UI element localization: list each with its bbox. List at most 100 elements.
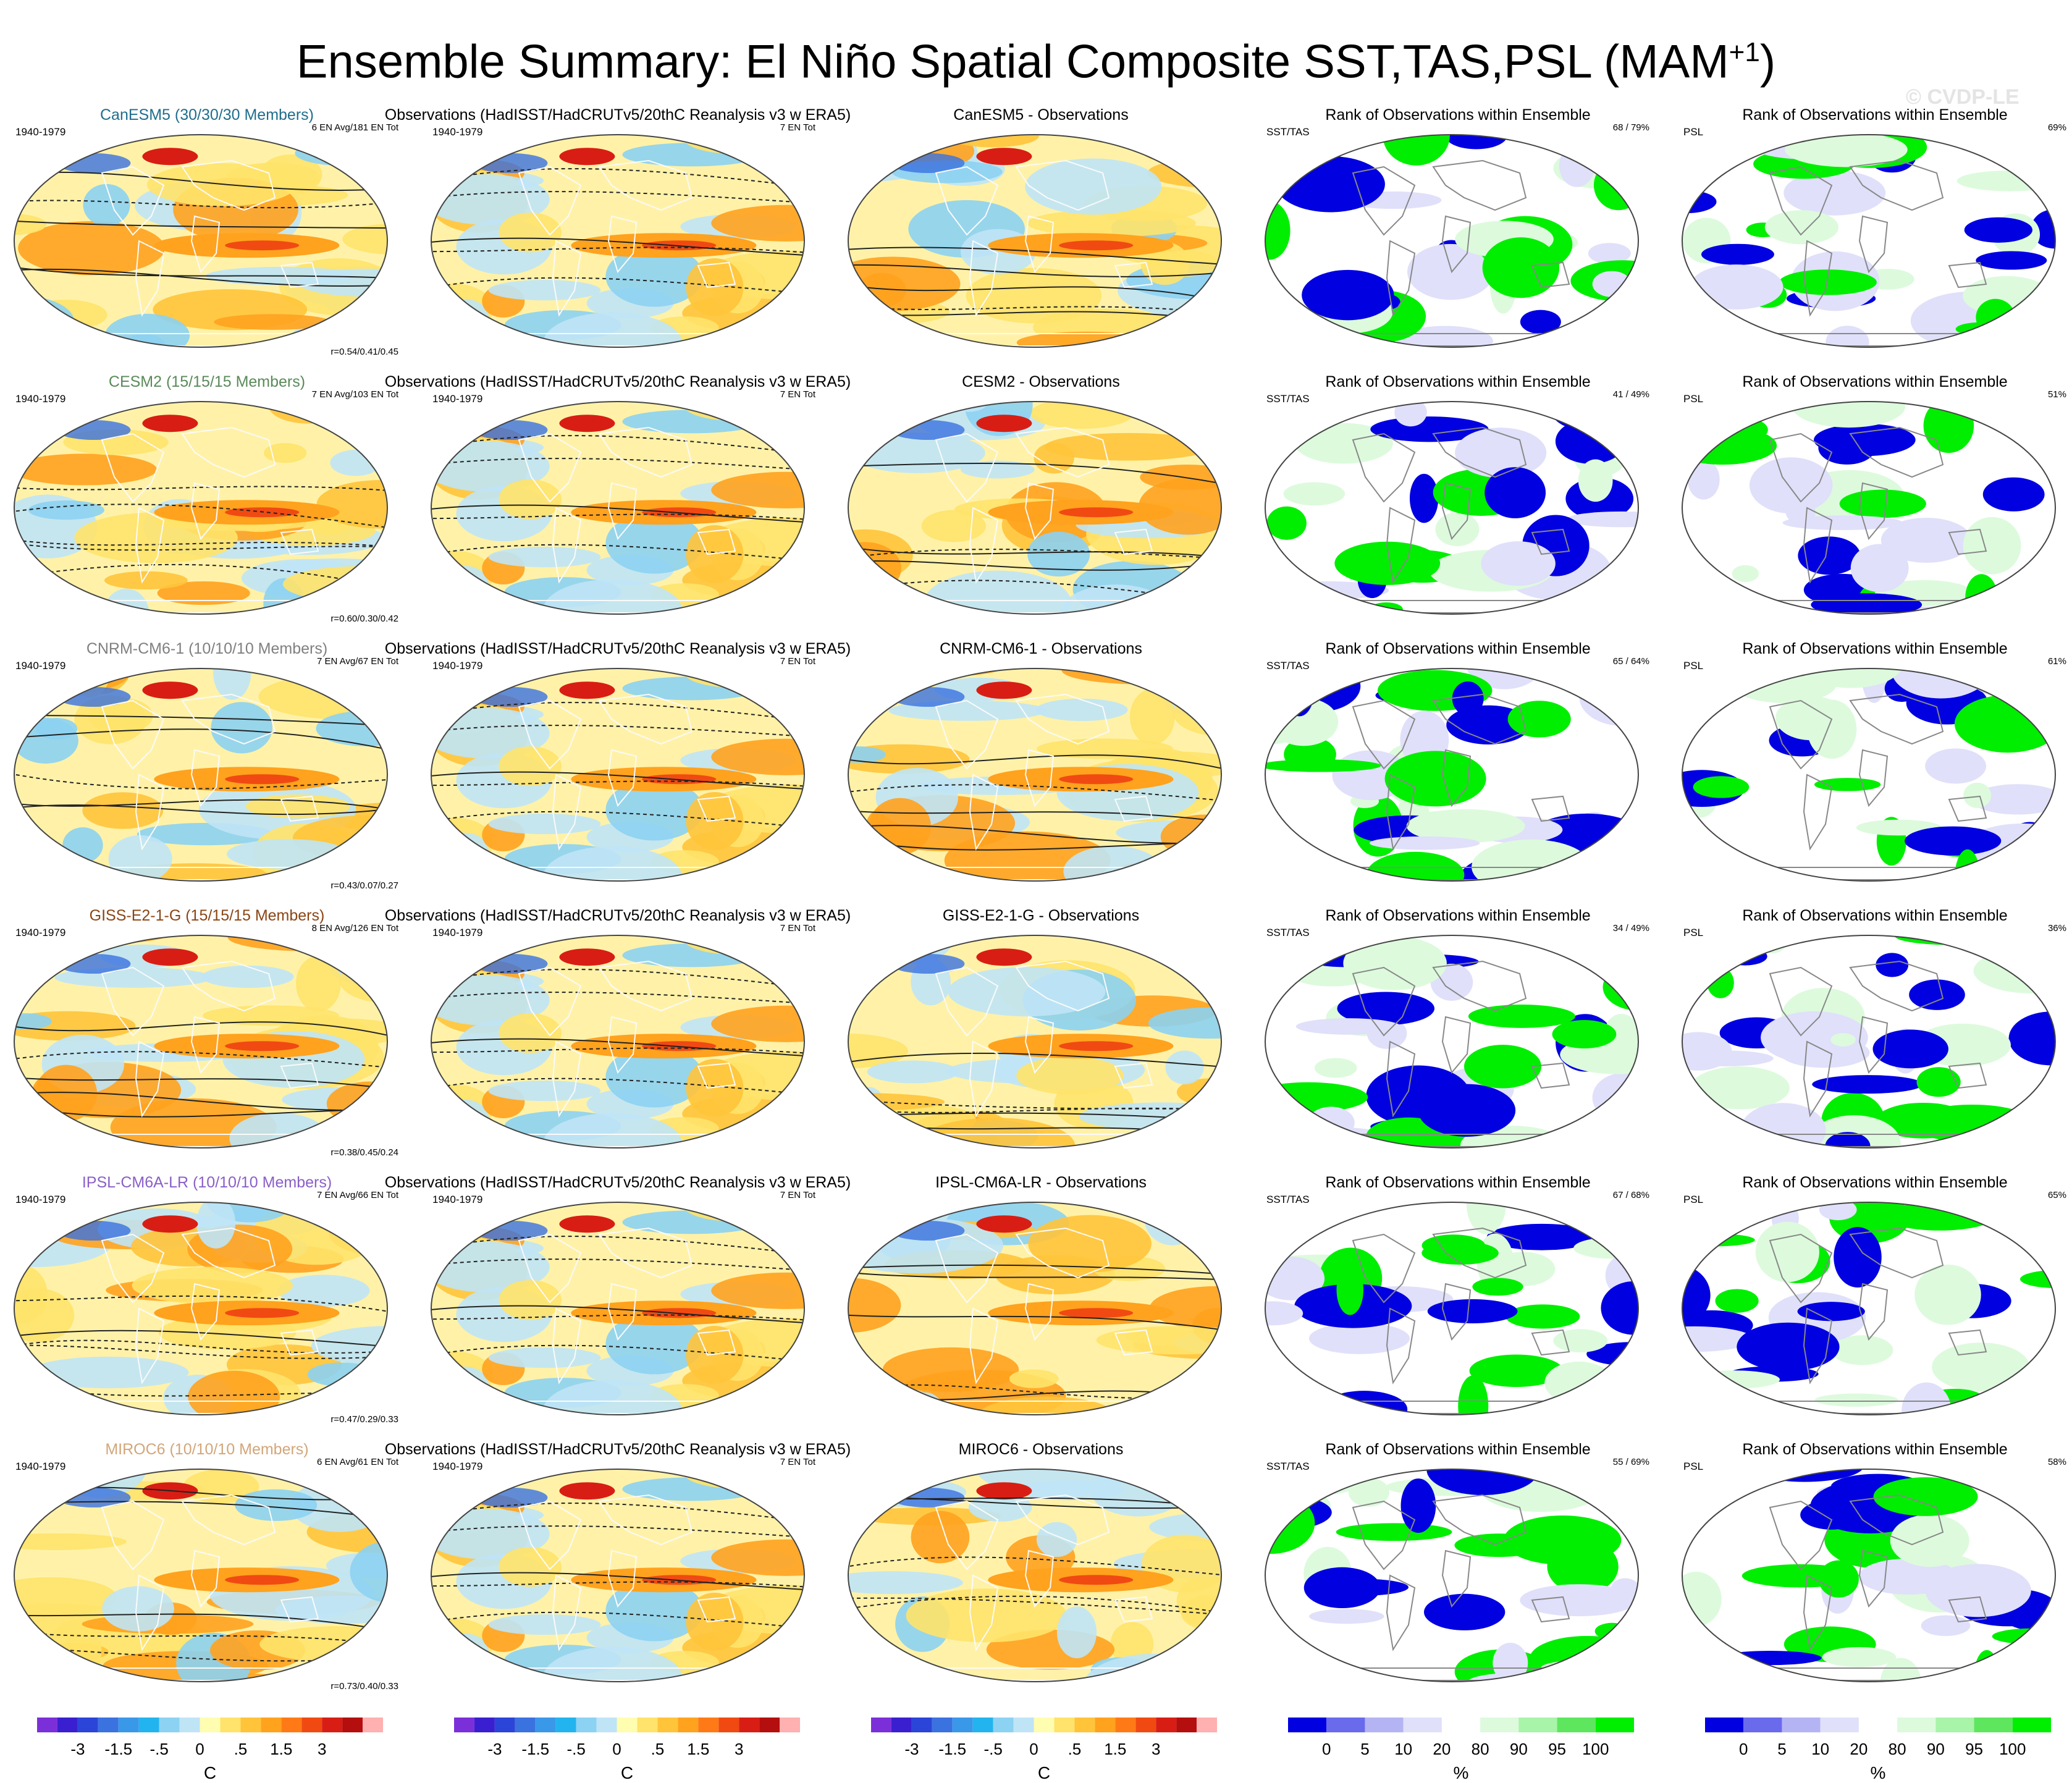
colorbar-swatch xyxy=(780,1718,800,1732)
rank-sst-label: SST/TAS xyxy=(1266,393,1310,405)
period-label: 1940-1979 xyxy=(432,393,483,405)
model-title: IPSL-CM6A-LR (10/10/10 Members) xyxy=(82,1174,332,1191)
colorbar-swatch xyxy=(138,1718,159,1732)
difference-title: MIROC6 - Observations xyxy=(958,1441,1124,1458)
colorbar-tick-label: 10 xyxy=(1394,1740,1413,1758)
colorbar-swatch xyxy=(342,1718,363,1732)
period-label: 1940-1979 xyxy=(15,1461,66,1472)
obs-en-count: 7 EN Tot xyxy=(780,1457,815,1467)
temp-map xyxy=(431,1469,805,1682)
rank-psl-label: PSL xyxy=(1683,1461,1704,1472)
colorbar-tick-label: -.5 xyxy=(150,1740,169,1758)
rank-title: Rank of Observations within Ensemble xyxy=(1742,106,2008,124)
model-panel: IPSL-CM6A-LR (10/10/10 Members) 1940-1979… xyxy=(9,1168,405,1433)
rank-psl-panel: Rank of Observations within Ensemble PSL 5… xyxy=(1677,1435,2072,1700)
colorbar-tick-label: -3 xyxy=(487,1740,502,1758)
colorbar-tick-label: 5 xyxy=(1360,1740,1370,1758)
colorbar-swatch xyxy=(281,1718,302,1732)
rank-sst-panel: Rank of Observations within Ensemble SST/… xyxy=(1260,1435,1656,1700)
rank-sst-panel: Rank of Observations within Ensemble SST/… xyxy=(1260,901,1656,1166)
colorbar-swatch xyxy=(596,1718,617,1732)
colorbar-swatch xyxy=(1326,1718,1365,1732)
colorbar-swatch xyxy=(576,1718,597,1732)
pattern-correlation: r=0.43/0.07/0.27 xyxy=(331,880,398,891)
rank-map xyxy=(1682,668,2056,882)
colorbar-tick-label: 20 xyxy=(1850,1740,1868,1758)
observations-panel: Observations (HadISST/HadCRUTv5/20thC Re… xyxy=(385,901,851,1166)
colorbar-tick-label: 1.5 xyxy=(1104,1740,1127,1758)
colorbar-tick-label: 100 xyxy=(1999,1740,2026,1758)
temp-map xyxy=(14,134,388,348)
rank-psl-label: PSL xyxy=(1683,393,1704,405)
colorbar-tick-label: 95 xyxy=(1548,1740,1567,1758)
colorbar-swatch xyxy=(1820,1718,1859,1732)
difference-panel: GISS-E2-1-G - Observations xyxy=(843,901,1239,1166)
observations-title: Observations (HadISST/HadCRUTv5/20thC Re… xyxy=(384,373,851,390)
difference-title: CESM2 - Observations xyxy=(962,373,1120,390)
rank-psl-percent: 69% xyxy=(2047,122,2066,133)
colorbar-tick-label: 1.5 xyxy=(687,1740,710,1758)
model-title: CanESM5 (30/30/30 Members) xyxy=(100,106,314,124)
difference-panel: CNRM-CM6-1 - Observations xyxy=(843,634,1239,900)
temp-map xyxy=(14,1202,388,1415)
pattern-correlation: r=0.47/0.29/0.33 xyxy=(331,1414,398,1425)
difference-panel: CESM2 - Observations xyxy=(843,367,1239,633)
colorbar-swatch xyxy=(1197,1718,1217,1732)
temp-map xyxy=(431,134,805,348)
temp-map xyxy=(848,1469,1222,1682)
colorbar-units: % xyxy=(1870,1763,1886,1782)
colorbar-swatch xyxy=(911,1718,932,1732)
observations-title: Observations (HadISST/HadCRUTv5/20thC Re… xyxy=(384,907,851,924)
colorbar-tick-label: 3 xyxy=(734,1740,744,1758)
colorbar-swatch xyxy=(240,1718,261,1732)
temp-map xyxy=(14,935,388,1149)
temp-map xyxy=(431,1202,805,1415)
model-panel: CESM2 (15/15/15 Members) 1940-1979 7 EN Av… xyxy=(9,367,405,633)
rank-psl-panel: Rank of Observations within Ensemble PSL 5… xyxy=(1677,367,2072,633)
rank-map xyxy=(1265,1202,1639,1415)
temp-map xyxy=(14,1469,388,1682)
colorbar-swatch xyxy=(1595,1718,1634,1732)
colorbar-swatch xyxy=(1288,1718,1327,1732)
model-panel: GISS-E2-1-G (15/15/15 Members) 1940-1979 8… xyxy=(9,901,405,1166)
rank-map xyxy=(1265,668,1639,882)
colorbar-tick-label: 1.5 xyxy=(270,1740,293,1758)
rank-psl-panel: Rank of Observations within Ensemble PSL 3… xyxy=(1677,901,2072,1166)
period-label: 1940-1979 xyxy=(432,1194,483,1205)
en-count: 6 EN Avg/61 EN Tot xyxy=(316,1457,398,1467)
rank-sst-label: SST/TAS xyxy=(1266,927,1310,938)
colorbar-swatch xyxy=(739,1718,760,1732)
rank-psl-panel: Rank of Observations within Ensemble PSL 6… xyxy=(1677,1168,2072,1433)
colorbar-units: C xyxy=(1037,1763,1051,1782)
obs-en-count: 7 EN Tot xyxy=(780,1190,815,1200)
colorbar-swatch xyxy=(363,1718,383,1732)
rank-sst-percent: 34 / 49% xyxy=(1612,923,1649,934)
colorbar-difference: -3 -1.5 -.5 0 .5 1.5 3 C xyxy=(859,1716,1229,1782)
colorbar-tick-label: -.5 xyxy=(983,1740,1003,1758)
rank-title: Rank of Observations within Ensemble xyxy=(1325,373,1591,390)
temp-map xyxy=(14,668,388,882)
colorbar-swatch xyxy=(1074,1718,1095,1732)
colorbar-swatch xyxy=(98,1718,119,1732)
difference-panel: IPSL-CM6A-LR - Observations xyxy=(843,1168,1239,1433)
colorbar-swatch xyxy=(57,1718,78,1732)
colorbar-swatch xyxy=(118,1718,139,1732)
colorbar-tick-label: 0 xyxy=(1738,1740,1748,1758)
colorbar-swatch xyxy=(474,1718,495,1732)
colorbar-swatch xyxy=(159,1718,180,1732)
difference-panel: MIROC6 - Observations xyxy=(843,1435,1239,1700)
colorbar-swatch xyxy=(871,1718,891,1732)
period-label: 1940-1979 xyxy=(15,660,66,672)
temp-map xyxy=(431,668,805,882)
temp-map xyxy=(431,401,805,615)
colorbar-tick-label: 0 xyxy=(1029,1740,1038,1758)
colorbar-swatch xyxy=(1518,1718,1557,1732)
colorbar-tick-label: 3 xyxy=(1151,1740,1161,1758)
rank-sst-label: SST/TAS xyxy=(1266,1194,1310,1205)
colorbar-swatch xyxy=(301,1718,322,1732)
rank-psl-label: PSL xyxy=(1683,927,1704,938)
colorbar-swatch xyxy=(322,1718,343,1732)
rank-sst-label: SST/TAS xyxy=(1266,660,1310,672)
colorbar-swatch xyxy=(1156,1718,1177,1732)
colorbar-swatch xyxy=(1557,1718,1596,1732)
